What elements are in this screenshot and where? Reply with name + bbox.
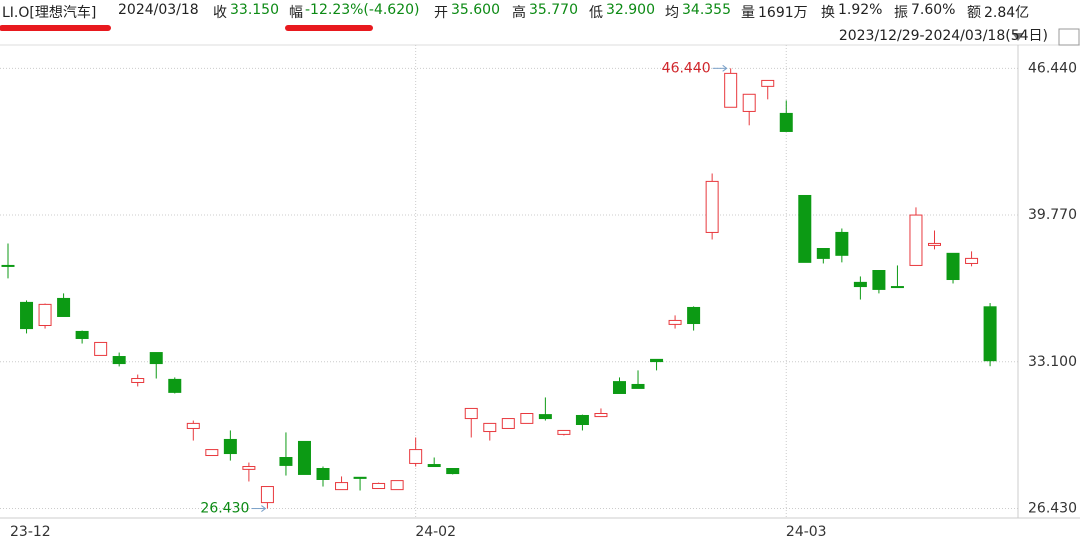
date-range[interactable]: 2023/12/29-2024/03/18(54日) — [839, 28, 1048, 44]
candle-body — [594, 413, 608, 418]
candle-body — [168, 378, 182, 393]
field-value: -12.23%(-4.620) — [305, 2, 420, 18]
x-tick-label: 23-12 — [10, 524, 51, 540]
candle-body — [965, 257, 979, 264]
candle-body — [816, 248, 830, 259]
candle-body — [705, 180, 719, 233]
candle-body — [1, 264, 15, 267]
symbol: LI.O[理想汽车] — [2, 5, 97, 21]
candle-body — [798, 194, 812, 263]
field-value: 32.900 — [606, 2, 655, 18]
y-tick-label: 33.100 — [1028, 354, 1077, 370]
field-label: 收 — [213, 5, 227, 21]
min-label: 26.430 — [200, 501, 249, 517]
candle-body — [835, 231, 849, 256]
min-arrow-head — [261, 505, 267, 512]
y-tick-label: 26.430 — [1028, 501, 1077, 517]
candle-body — [909, 214, 923, 266]
field-label: 高 — [512, 5, 526, 21]
candle-body — [872, 270, 886, 290]
candle-body — [112, 356, 126, 365]
field-label: 换 — [821, 5, 835, 21]
candle-body — [761, 79, 775, 87]
field-value: 2.84亿 — [984, 5, 1030, 21]
field-value: 33.150 — [230, 2, 279, 18]
x-tick-label: 24-03 — [786, 524, 827, 540]
field-label: 量 — [741, 5, 755, 21]
candle-body — [353, 476, 367, 479]
candle-body — [75, 330, 89, 339]
quote-date: 2024/03/18 — [118, 2, 199, 18]
candle-body — [890, 286, 904, 289]
field-value: 1.92% — [838, 2, 883, 18]
candle-body — [260, 486, 274, 504]
candle-body — [983, 306, 997, 362]
candle-body — [668, 319, 682, 325]
field-label: 幅 — [289, 5, 303, 21]
candle-body — [242, 466, 256, 470]
candle-body — [205, 449, 219, 457]
candle-body — [427, 464, 441, 468]
candle-body — [186, 422, 200, 429]
candle-body — [464, 407, 478, 420]
candle-body — [779, 112, 793, 132]
candle-body — [279, 457, 293, 466]
candle-body — [687, 306, 701, 325]
candle-body — [520, 413, 534, 424]
candle-body — [372, 482, 386, 490]
candle-body — [575, 414, 589, 426]
candle-body — [631, 383, 645, 389]
settings-icon[interactable] — [1058, 28, 1080, 46]
field-label: 开 — [434, 5, 448, 21]
candle-body — [650, 358, 664, 363]
field-label: 低 — [589, 5, 603, 21]
candle-body — [38, 303, 52, 327]
y-tick-label: 39.770 — [1028, 207, 1077, 223]
max-label: 46.440 — [662, 60, 711, 76]
max-arrow-head — [722, 64, 728, 72]
field-label: 额 — [967, 5, 981, 21]
field-value: 1691万 — [758, 5, 808, 21]
candle-body — [390, 480, 404, 491]
candle-body — [446, 468, 460, 475]
candle-body — [612, 381, 626, 394]
candle-body — [316, 468, 330, 480]
field-value: 7.60% — [911, 2, 956, 18]
field-value: 35.600 — [451, 2, 500, 18]
candle-body — [94, 341, 108, 356]
candle-body — [409, 449, 423, 464]
candle-body — [724, 72, 738, 108]
candle-body — [742, 93, 756, 112]
candle-body — [538, 414, 552, 420]
candle-body — [853, 281, 867, 288]
candle-body — [57, 297, 71, 317]
candle-body — [20, 301, 34, 330]
candle-body — [501, 418, 515, 429]
field-label: 振 — [894, 5, 908, 21]
candle-body — [483, 422, 497, 433]
field-value: 34.355 — [682, 2, 731, 18]
candle-body — [557, 429, 571, 435]
y-tick-label: 46.440 — [1028, 60, 1077, 76]
field-value: 35.770 — [529, 2, 578, 18]
candle-body — [928, 242, 941, 246]
x-tick-label: 24-02 — [415, 524, 456, 540]
field-label: 均 — [665, 5, 679, 21]
candle-body — [149, 352, 163, 365]
dropdown-arrow[interactable] — [1012, 33, 1024, 41]
candle-body — [297, 440, 311, 475]
candle-body — [131, 378, 145, 383]
candle-body — [223, 438, 237, 455]
candle-body — [946, 252, 960, 281]
candle-body — [335, 482, 349, 491]
